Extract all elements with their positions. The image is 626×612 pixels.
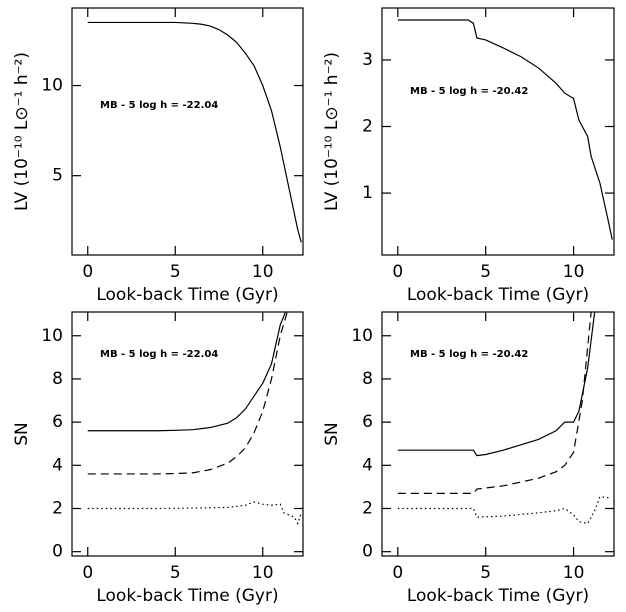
plot-frame	[381, 7, 615, 256]
annotation: MB - 5 log h = -20.42	[410, 86, 528, 97]
panel: 0 5 10 0 2 4 6 8 10 Look-back Time (Gyr) SN MB - 5 …	[322, 311, 615, 606]
x-tick-label: 5	[480, 262, 491, 282]
y-tick-label: 6	[52, 412, 63, 432]
y-axis-label: SN	[12, 422, 32, 446]
y-tick-label: 4	[52, 455, 63, 475]
y-tick-label: 8	[52, 369, 63, 389]
plot-frame	[71, 7, 304, 256]
data-line	[87, 21, 302, 243]
y-tick-label: 3	[362, 50, 373, 70]
data-line	[87, 312, 287, 432]
y-tick-label: 4	[362, 455, 373, 475]
x-tick-label: 10	[563, 563, 585, 583]
panel: 0 5 10 5 10 Look-back Time (Gyr) LV (10⁻¹⁰ L⊙⁻…	[12, 7, 304, 305]
x-tick-label: 0	[392, 563, 403, 583]
y-tick-label: 0	[362, 542, 373, 562]
x-tick-label: 10	[563, 262, 585, 282]
x-tick-label: 10	[252, 262, 274, 282]
y-axis-label: LV (10⁻¹⁰ L⊙⁻¹ h⁻²)	[322, 52, 342, 211]
y-tick-label: 0	[52, 542, 63, 562]
x-axis-label: Look-back Time (Gyr)	[407, 586, 589, 606]
data-line	[87, 501, 302, 526]
x-tick-label: 0	[392, 262, 403, 282]
annotation: MB - 5 log h = -22.04	[100, 349, 218, 360]
data-line	[397, 19, 613, 240]
y-tick-label: 6	[362, 412, 373, 432]
y-tick-label: 2	[52, 498, 63, 518]
y-tick-label: 10	[41, 326, 63, 346]
data-line	[87, 312, 288, 475]
x-tick-label: 5	[480, 563, 491, 583]
x-tick-label: 0	[82, 563, 93, 583]
data-line	[397, 312, 592, 494]
annotation: MB - 5 log h = -20.42	[410, 349, 528, 360]
data-line	[397, 312, 596, 457]
x-tick-label: 5	[170, 563, 181, 583]
y-tick-label: 8	[362, 369, 373, 389]
x-axis-label: Look-back Time (Gyr)	[96, 285, 278, 305]
x-axis-label: Look-back Time (Gyr)	[407, 285, 589, 305]
plot-frame	[71, 311, 304, 557]
panel: 0 5 10 0 2 4 6 8 10 Look-back Time (Gyr) SN MB - 5 …	[12, 311, 304, 606]
x-tick-label: 10	[252, 563, 274, 583]
y-axis-label: SN	[322, 422, 342, 446]
panel: 0 5 10 1 2 3 Look-back Time (Gyr) LV (10⁻¹⁰ L⊙⁻…	[322, 7, 615, 305]
x-axis-label: Look-back Time (Gyr)	[96, 586, 278, 606]
y-tick-label: 10	[351, 326, 373, 346]
plot-frame	[381, 311, 615, 557]
y-tick-label: 2	[362, 117, 373, 137]
y-tick-label: 10	[41, 76, 63, 96]
x-tick-label: 0	[82, 262, 93, 282]
y-tick-label: 1	[362, 183, 373, 203]
data-line	[397, 495, 609, 525]
y-tick-label: 5	[52, 166, 63, 186]
annotation: MB - 5 log h = -22.04	[100, 100, 218, 111]
y-axis-label: LV (10⁻¹⁰ L⊙⁻¹ h⁻²)	[12, 52, 32, 211]
y-tick-label: 2	[362, 498, 373, 518]
x-tick-label: 5	[170, 262, 181, 282]
